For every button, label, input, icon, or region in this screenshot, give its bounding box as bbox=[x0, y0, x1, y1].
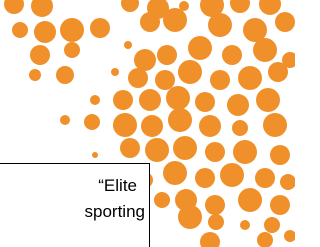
text-box: “Elite sporting bbox=[0, 163, 150, 247]
dot bbox=[205, 142, 225, 162]
dot bbox=[233, 140, 257, 164]
dot bbox=[255, 168, 275, 188]
dot bbox=[64, 42, 80, 58]
dot bbox=[263, 113, 287, 137]
dot bbox=[134, 49, 156, 71]
text-line: “Elite bbox=[98, 176, 137, 196]
dot bbox=[238, 66, 262, 90]
dot bbox=[163, 161, 187, 185]
dot bbox=[208, 214, 224, 230]
dot bbox=[238, 188, 262, 212]
dot bbox=[139, 89, 161, 111]
dot bbox=[31, 0, 53, 17]
screen: “Elite sporting bbox=[0, 0, 295, 247]
dot bbox=[56, 66, 74, 84]
dot bbox=[232, 120, 248, 136]
dot bbox=[230, 0, 250, 13]
dot bbox=[113, 113, 137, 137]
dot bbox=[90, 95, 100, 105]
dot bbox=[208, 13, 232, 37]
dot bbox=[284, 230, 295, 242]
dot bbox=[264, 217, 280, 233]
dot bbox=[275, 12, 295, 32]
dot bbox=[30, 45, 50, 65]
dot bbox=[257, 232, 273, 247]
dot bbox=[90, 18, 110, 38]
dot bbox=[60, 18, 84, 42]
dot bbox=[178, 205, 202, 229]
dot bbox=[154, 192, 170, 208]
dot bbox=[227, 94, 249, 116]
dot bbox=[199, 115, 221, 137]
dot bbox=[280, 174, 295, 190]
dot bbox=[140, 12, 160, 32]
dot bbox=[268, 62, 288, 82]
dot bbox=[188, 36, 212, 60]
dot bbox=[240, 220, 250, 230]
dot bbox=[12, 22, 28, 38]
dot bbox=[60, 115, 70, 125]
dot bbox=[220, 163, 244, 187]
dot bbox=[200, 232, 220, 247]
dot bbox=[128, 68, 148, 88]
dot bbox=[124, 41, 132, 49]
dot bbox=[157, 45, 177, 65]
dot bbox=[4, 0, 24, 14]
dot bbox=[256, 88, 280, 112]
dot bbox=[163, 8, 187, 32]
dot bbox=[166, 86, 190, 110]
dot bbox=[29, 69, 41, 81]
dot bbox=[92, 152, 98, 158]
text-line: sporting bbox=[85, 202, 145, 222]
dot bbox=[121, 0, 139, 12]
dot bbox=[168, 108, 192, 132]
dot bbox=[141, 115, 163, 137]
dot bbox=[259, 0, 281, 15]
dot bbox=[145, 138, 169, 162]
dot bbox=[270, 145, 290, 165]
dot bbox=[222, 45, 242, 65]
dot bbox=[155, 70, 175, 90]
dot bbox=[173, 136, 197, 160]
dot bbox=[205, 195, 225, 215]
dot bbox=[195, 168, 215, 188]
dot bbox=[120, 138, 140, 158]
dot bbox=[111, 68, 119, 76]
dot bbox=[34, 21, 56, 43]
dot bbox=[84, 114, 100, 130]
dot bbox=[270, 195, 290, 215]
dot bbox=[178, 60, 202, 84]
dot bbox=[113, 90, 133, 110]
dot bbox=[210, 70, 230, 90]
dot bbox=[195, 92, 215, 112]
dot bbox=[253, 38, 277, 62]
